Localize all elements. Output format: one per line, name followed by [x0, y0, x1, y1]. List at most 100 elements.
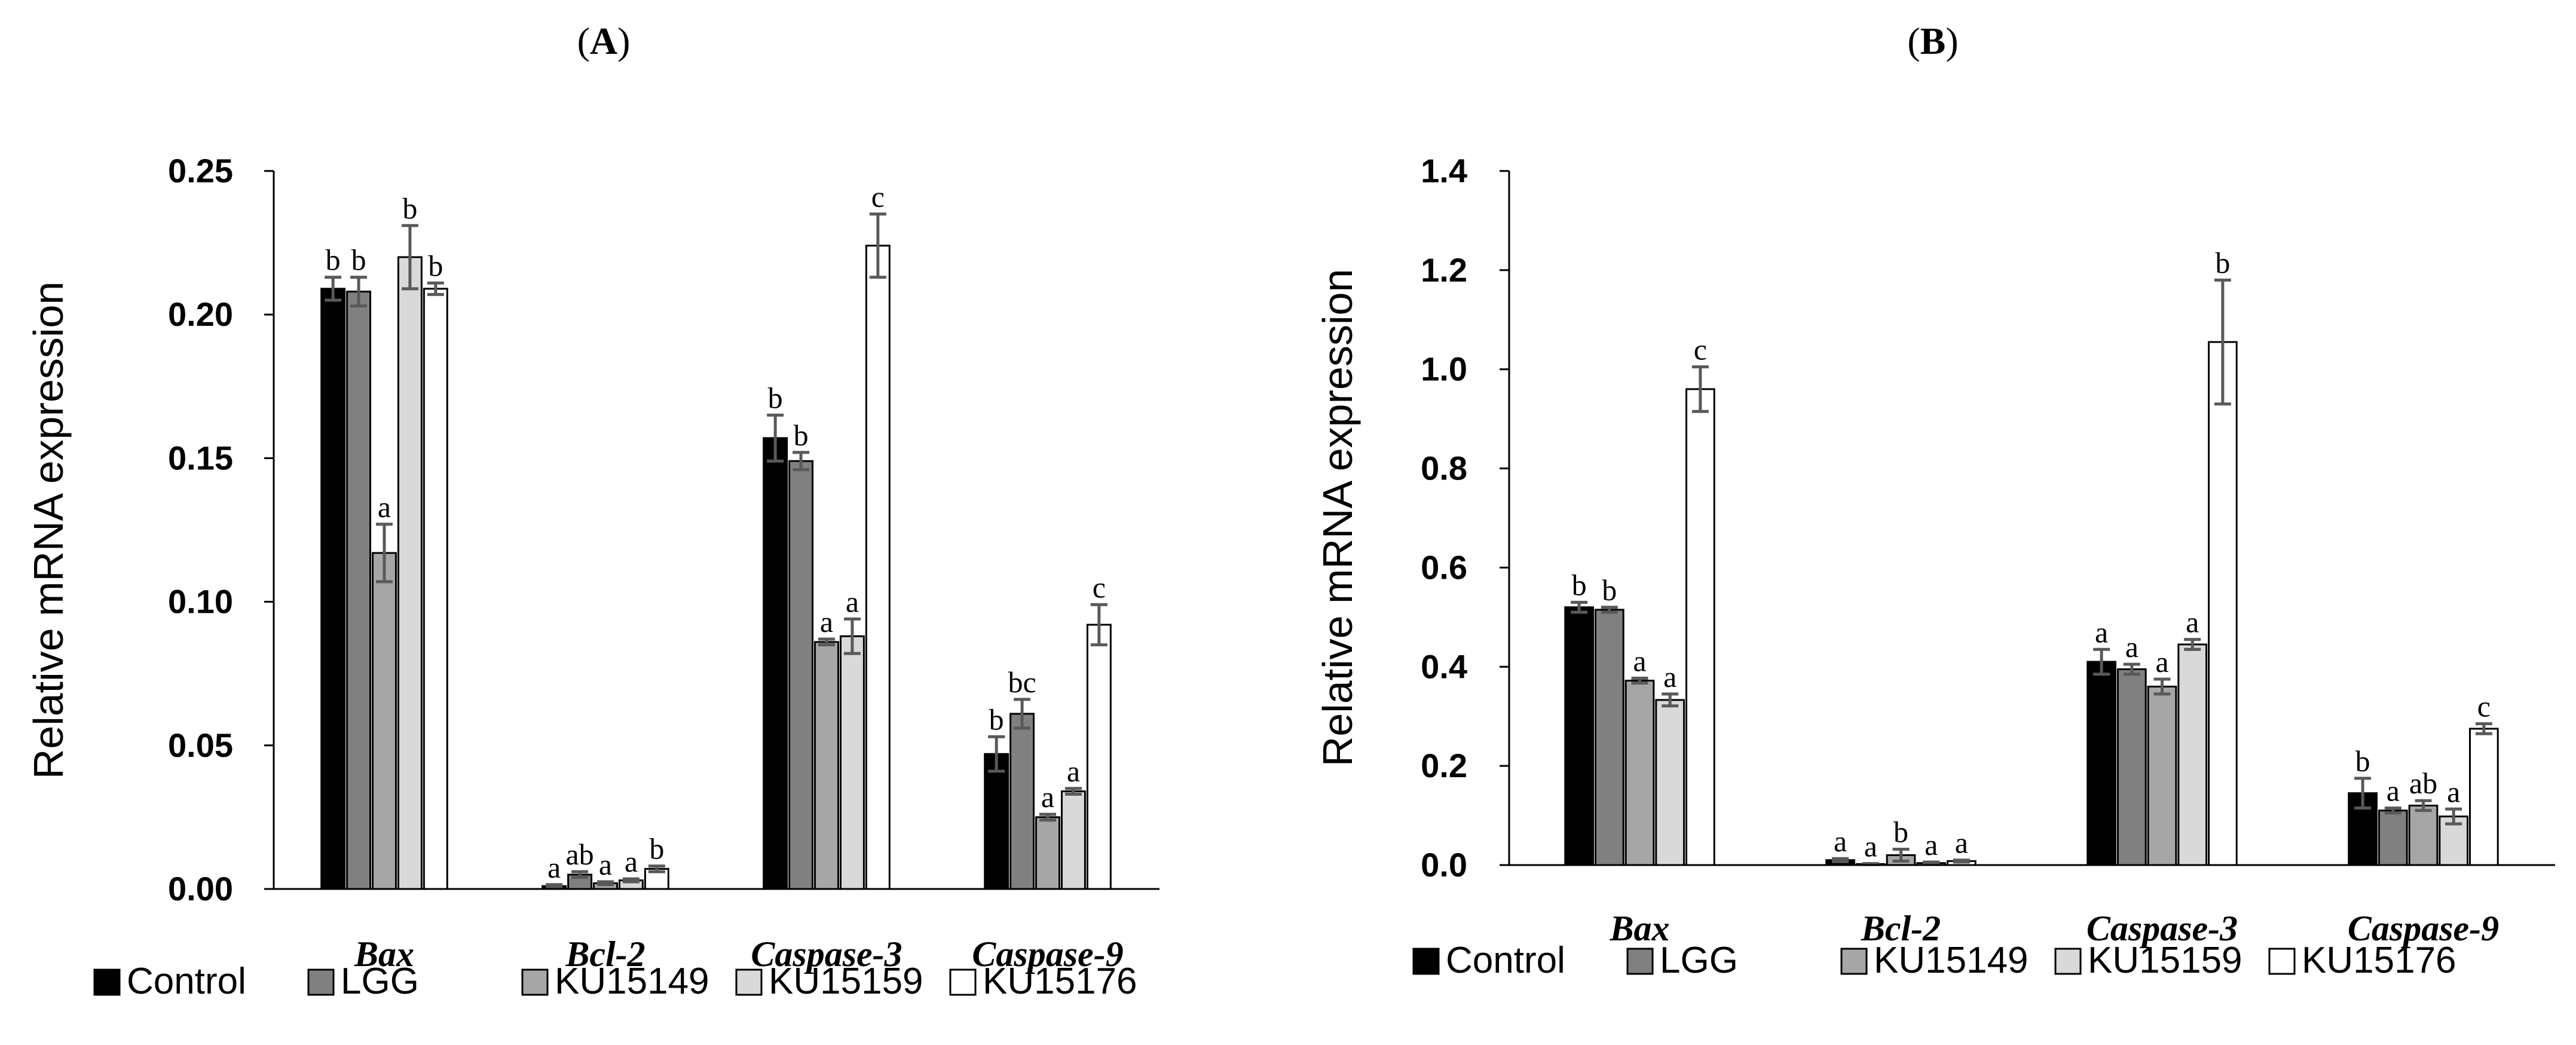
panel-a-category-label: Caspase-9: [972, 934, 1123, 974]
panel-a-category-label: Caspase-3: [751, 934, 902, 974]
bar-a-caspase-3-lgg: [788, 460, 814, 890]
significance-label: b: [351, 243, 366, 277]
legend-label-ku15149: KU15149: [1874, 940, 2029, 981]
significance-label: a: [1067, 754, 1080, 788]
legend-label-lgg: LGG: [1660, 940, 1738, 981]
legend-swatch-ku15159: [2054, 948, 2082, 975]
panel-b-category-label: Caspase-3: [2087, 909, 2238, 948]
significance-label: b: [1602, 573, 1617, 607]
panel-a-y-tick-label: 0.20: [168, 295, 233, 333]
bar-b-bax-control: [1564, 606, 1594, 866]
significance-label: a: [1864, 830, 1877, 863]
legend-label-ku15159: KU15159: [2088, 940, 2242, 981]
significance-label: a: [2447, 775, 2460, 808]
significance-label: a: [378, 490, 391, 524]
panel-b-y-tick-label: 1.4: [1421, 152, 1467, 190]
significance-label: c: [871, 180, 885, 213]
bar-a-caspase-3-ku15176: [865, 245, 891, 890]
significance-label: b: [649, 832, 664, 866]
legend-swatch-ku15176: [949, 968, 977, 996]
legend-swatch-ku15176: [2268, 948, 2296, 975]
significance-label: a: [625, 845, 638, 878]
significance-label: b: [794, 418, 809, 452]
panel-b-y-tick-label: 1.2: [1421, 251, 1467, 289]
panel-b-category-label: Bax: [1609, 909, 1669, 948]
bar-b-bax-lgg: [1594, 609, 1624, 866]
bar-a-bax-control: [320, 288, 346, 890]
panel-b-category-label: Bcl-2: [1861, 909, 1941, 948]
panel-b-y-tick-label: 0.6: [1421, 548, 1467, 586]
significance-label: a: [846, 585, 859, 618]
panel-a: (A) Relative mRNA expression 0.00 0.05 0.10 0…: [25, 20, 1159, 1002]
legend-label-ku15149: KU15149: [555, 961, 709, 1002]
significance-label: ab: [565, 838, 593, 871]
panel-a-title: (A): [577, 20, 631, 62]
bar-a-caspase-9-lgg: [1009, 713, 1035, 890]
panel-b-letter: B: [1920, 20, 1946, 62]
significance-label: a: [1663, 660, 1676, 693]
panel-b-y-tick-label: 0.2: [1421, 747, 1467, 784]
significance-label: a: [2095, 615, 2108, 649]
panel-a-y-tick-label: 0.00: [168, 870, 233, 908]
significance-label: b: [326, 243, 341, 277]
panel-b-legend: Control LGG KU15149 KU15159 KU15176: [1412, 940, 2456, 981]
significance-label: b: [768, 381, 783, 414]
legend-label-control: Control: [1446, 940, 1565, 981]
panel-b: (B) Relative mRNA expression 0.0 0.2 0.4 0.6 0…: [1314, 20, 2555, 981]
panel-b-title: (B): [1907, 20, 1958, 62]
bar-a-caspase-9-ku15149: [1035, 816, 1060, 890]
panel-a-y-tick-label: 0.10: [168, 583, 233, 621]
bar-b-caspase-3-ku15176: [2208, 341, 2238, 866]
significance-label: b: [989, 702, 1004, 736]
panel-a-category-label: Bcl-2: [565, 934, 645, 974]
panel-a-letter: A: [590, 20, 617, 62]
significance-label: b: [2215, 246, 2230, 279]
panel-b-y-tick-label: 0.4: [1421, 647, 1467, 685]
bar-a-caspase-3-ku15159: [839, 635, 865, 890]
bar-a-caspase-9-control: [984, 753, 1009, 890]
bar-a-bax-lgg: [346, 291, 372, 890]
legend-swatch-lgg: [307, 968, 335, 996]
legend-swatch-lgg: [1626, 948, 1654, 975]
significance-label: b: [2355, 744, 2370, 778]
legend-label-control: Control: [127, 961, 246, 1002]
legend-swatch-control: [93, 968, 121, 996]
significance-label: a: [1925, 828, 1938, 861]
significance-label: b: [428, 249, 443, 282]
significance-label: a: [2387, 774, 2400, 808]
panel-a-y-tick-label: 0.25: [168, 152, 233, 190]
panel-a-y-axis-label: Relative mRNA expression: [25, 282, 72, 780]
significance-label: a: [820, 605, 833, 638]
bar-b-caspase-3-ku15149: [2147, 685, 2177, 866]
panel-b-y-tick-label: 0.8: [1421, 450, 1467, 487]
bar-a-bax-ku15149: [372, 552, 397, 890]
significance-label: c: [1093, 570, 1106, 604]
significance-label: ab: [2409, 766, 2437, 800]
significance-label: a: [2155, 645, 2168, 679]
significance-label: a: [1041, 780, 1054, 814]
bar-b-bax-ku15149: [1624, 680, 1655, 866]
bar-b-caspase-9-lgg: [2378, 809, 2408, 866]
bar-b-caspase-3-lgg: [2116, 668, 2147, 866]
significance-label: b: [1572, 568, 1587, 601]
significance-label: b: [1893, 815, 1908, 848]
significance-label: c: [2477, 690, 2491, 723]
significance-label: a: [1633, 644, 1646, 677]
significance-label: a: [1834, 824, 1847, 858]
legend-label-ku15176: KU15176: [2302, 940, 2456, 981]
legend-swatch-ku15149: [1840, 948, 1868, 975]
panel-b-y-tick-label: 1.0: [1421, 350, 1467, 388]
panel-a-legend: Control LGG KU15149 KU15159 KU15176: [93, 961, 1137, 1002]
panel-b-y-axis-label: Relative mRNA expression: [1314, 269, 1361, 767]
panel-b-category-label: Caspase-9: [2348, 909, 2499, 948]
legend-label-ku15176: KU15176: [983, 961, 1137, 1002]
legend-swatch-ku15149: [521, 968, 549, 996]
significance-label: a: [599, 848, 612, 881]
significance-label: a: [2125, 630, 2138, 664]
legend-swatch-control: [1412, 948, 1440, 975]
significance-label: a: [1955, 826, 1968, 860]
significance-label: b: [402, 191, 417, 225]
panel-a-category-label: Bax: [354, 934, 414, 974]
significance-label: c: [1694, 333, 1707, 366]
